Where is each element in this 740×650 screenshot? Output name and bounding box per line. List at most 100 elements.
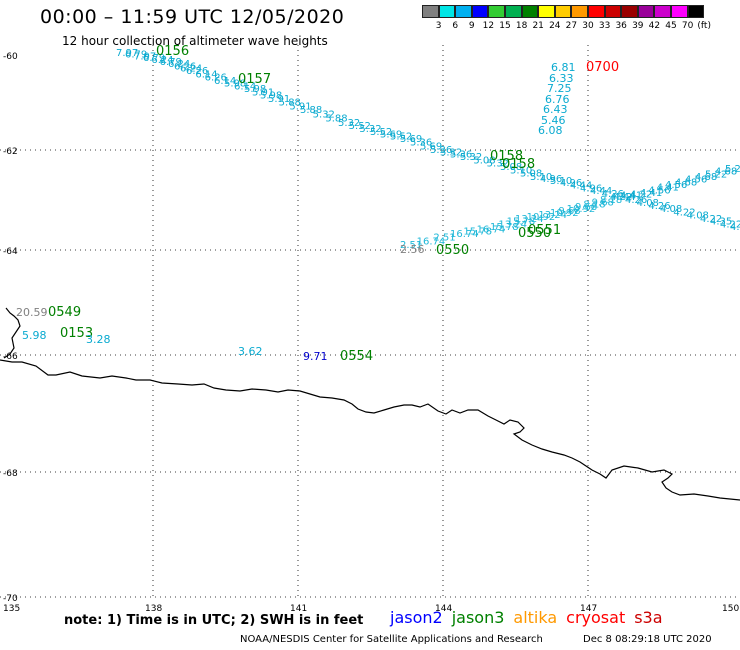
latitude-tick-label: -60 (3, 52, 18, 62)
colorbar-tick-label: 9 (468, 21, 475, 31)
track-value-label: 6.26 (205, 73, 227, 84)
satellite-legend: jason2 jason3 altika cryosat s3a (390, 608, 672, 627)
track-value-label: 5.10 (530, 172, 552, 183)
wave-height-colorbar (422, 5, 705, 18)
track-value-label: 16.74 (450, 229, 479, 240)
track-value-label: 4.08 (687, 211, 709, 222)
colorbar-tick-label: 42 (648, 21, 661, 31)
wave-height-value: 6.08 (538, 124, 563, 137)
track-value-label: 10.92 (567, 204, 596, 215)
wave-height-value: 2.56 (400, 243, 425, 256)
track-value-label: 4.44 (590, 186, 612, 197)
track-value-label: 5.32 (338, 118, 360, 129)
track-value-label: 5.98 (224, 79, 246, 90)
track-value-label: 8.18 (583, 200, 605, 211)
wave-height-value: 7.25 (547, 82, 572, 95)
colorbar-tick-label: 24 (549, 21, 561, 31)
track-value-label: 5.36 (430, 145, 452, 156)
pass-time-label: 0700 (586, 60, 619, 75)
track-value-label: 9.68 (592, 197, 614, 208)
track-value-label: 5.69 (400, 134, 422, 145)
track-value-label: 6.79 (160, 57, 182, 68)
track-value-label: 5.22 (705, 169, 727, 180)
pass-time-label: 0554 (340, 349, 373, 364)
track-value-label: 4.22 (673, 207, 695, 218)
track-value-label: 6.26 (186, 66, 208, 77)
track-value-label: 4.44 (613, 192, 635, 203)
track-value-label: 4.68 (695, 172, 717, 183)
wave-height-value: 6.76 (545, 93, 570, 106)
track-value-label: 4.44 (570, 181, 592, 192)
colorbar-tick-label: 36 (615, 21, 627, 31)
track-value-label: 4.96 (560, 178, 582, 189)
track-value-label: 2.51 (400, 240, 422, 251)
longitude-tick-label: 138 (145, 604, 162, 614)
latitude-tick-label: -70 (3, 594, 18, 604)
colorbar-swatch (521, 5, 539, 18)
wave-height-value: 3.28 (86, 333, 111, 346)
colorbar-swatch (488, 5, 505, 18)
track-value-label: 13.24 (515, 214, 544, 225)
track-value-label: 5.22 (725, 164, 740, 175)
colorbar-tick-label: 45 (665, 21, 677, 31)
satellite-legend-item: jason2 (390, 608, 443, 627)
wave-height-value: 6.43 (543, 103, 568, 116)
track-value-label: 5.32 (313, 109, 335, 120)
track-value-label: 5.52 (390, 132, 412, 143)
colorbar-tick-label: 33 (598, 21, 611, 31)
generated-timestamp: Dec 8 08:29:18 UTC 2020 (583, 634, 712, 645)
track-value-label: 4.56 (685, 175, 707, 186)
track-value-label: 5.52 (349, 121, 371, 132)
track-value-label: 10.92 (550, 208, 579, 219)
track-value-label: 4.26 (648, 201, 670, 212)
colorbar-swatch (554, 5, 572, 18)
pass-time-label: 0158 (490, 149, 523, 164)
colorbar-swatch (621, 5, 638, 18)
latitude-tick-label: -64 (3, 247, 18, 257)
track-value-label: 5.32 (359, 124, 381, 135)
track-value-label: 15.78 (490, 222, 519, 233)
track-value-label: 4.96 (540, 174, 562, 185)
colorbar-swatch (571, 5, 588, 18)
longitude-tick-label: 147 (580, 604, 597, 614)
colorbar-tick-label: 70 (681, 21, 694, 31)
track-value-label: 4.22 (720, 219, 740, 230)
footer-note: note: 1) Time is in UTC; 2) SWH is in fe… (64, 613, 364, 628)
track-value-label: 7.97 (116, 48, 138, 59)
colorbar-tick-label: 21 (532, 21, 544, 31)
wave-height-value: 5.46 (541, 114, 566, 127)
track-value-label: 4.26 (602, 189, 624, 200)
page-subtitle: 12 hour collection of altimeter wave hei… (62, 34, 328, 48)
track-value-label: 6.24 (151, 55, 173, 66)
longitude-tick-label: 150 (722, 604, 739, 614)
track-value-label: 4.68 (715, 167, 737, 178)
wave-height-value: 5.98 (22, 329, 47, 342)
track-value-label: 5.32 (440, 147, 462, 158)
colorbar-swatch (455, 5, 472, 18)
colorbar-swatch (471, 5, 489, 18)
latitude-tick-label: -62 (3, 147, 18, 157)
track-value-label: 8.18 (600, 195, 622, 206)
track-value-label: 4.68 (675, 177, 697, 188)
pass-time-label: 0551 (528, 223, 561, 238)
track-value-label: 6.26 (174, 61, 196, 72)
track-value-label: 5.91 (289, 101, 311, 112)
colorbar-swatch (604, 5, 622, 18)
track-value-label: 6.14 (214, 76, 236, 87)
track-value-label: 5.98 (260, 91, 282, 102)
colorbar-tick-label: (ft) (697, 21, 711, 31)
wave-height-value: 6.33 (549, 72, 574, 85)
track-value-label: 5.88 (279, 98, 301, 109)
track-value-label: 4.22 (700, 214, 722, 225)
track-value-label: 4.22 (610, 192, 632, 203)
track-value-label: 4.35 (710, 217, 732, 228)
track-value-label: 4.56 (648, 185, 670, 196)
pass-time-label: 0549 (48, 305, 81, 320)
track-value-label: 6.79 (125, 50, 147, 61)
pass-time-label: 0157 (238, 72, 271, 87)
track-value-label: 16.74 (477, 224, 506, 235)
wave-height-value: 20.59 (16, 306, 48, 319)
track-value-label: 5.98 (244, 84, 266, 95)
track-labels: 0156015701580158070005510550055005490153… (16, 44, 619, 364)
